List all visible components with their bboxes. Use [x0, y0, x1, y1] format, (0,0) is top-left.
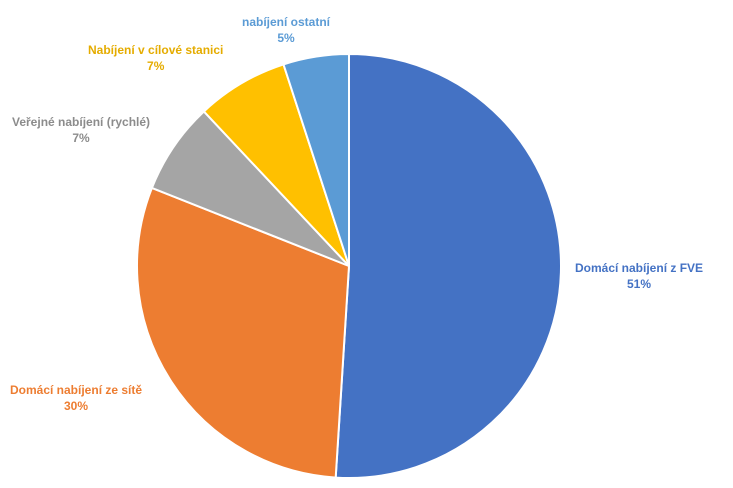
slice-label-ostatni: nabíjení ostatní 5%	[242, 14, 330, 46]
slice-label-name: Nabíjení v cílové stanici	[88, 43, 224, 57]
pie-slice-domaci-nabijeni-z-fve	[334, 52, 562, 479]
slice-label-percent: 51%	[627, 277, 652, 291]
slice-label-name: Domácí nabíjení z FVE	[575, 261, 704, 275]
slice-label-verejne: Veřejné nabíjení (rychlé) 7%	[12, 114, 150, 146]
slice-label-percent: 5%	[277, 31, 295, 45]
slice-label-percent: 30%	[64, 399, 89, 413]
slice-label-cilova: Nabíjení v cílové stanici 7%	[88, 42, 223, 74]
slice-label-name: nabíjení ostatní	[242, 15, 331, 29]
pie-slice-nabijeni-ostatni	[282, 52, 350, 267]
slice-label-percent: 7%	[147, 59, 165, 73]
pie-slice-domaci-nabijeni-ze-site	[136, 186, 351, 479]
slice-label-percent: 7%	[72, 131, 90, 145]
slice-label-domaci-sit: Domácí nabíjení ze sítě 30%	[10, 382, 142, 414]
slice-label-domaci-fve: Domácí nabíjení z FVE 51%	[575, 260, 703, 292]
slice-label-name: Veřejné nabíjení (rychlé)	[12, 115, 151, 129]
slice-label-name: Domácí nabíjení ze sítě	[10, 383, 143, 397]
